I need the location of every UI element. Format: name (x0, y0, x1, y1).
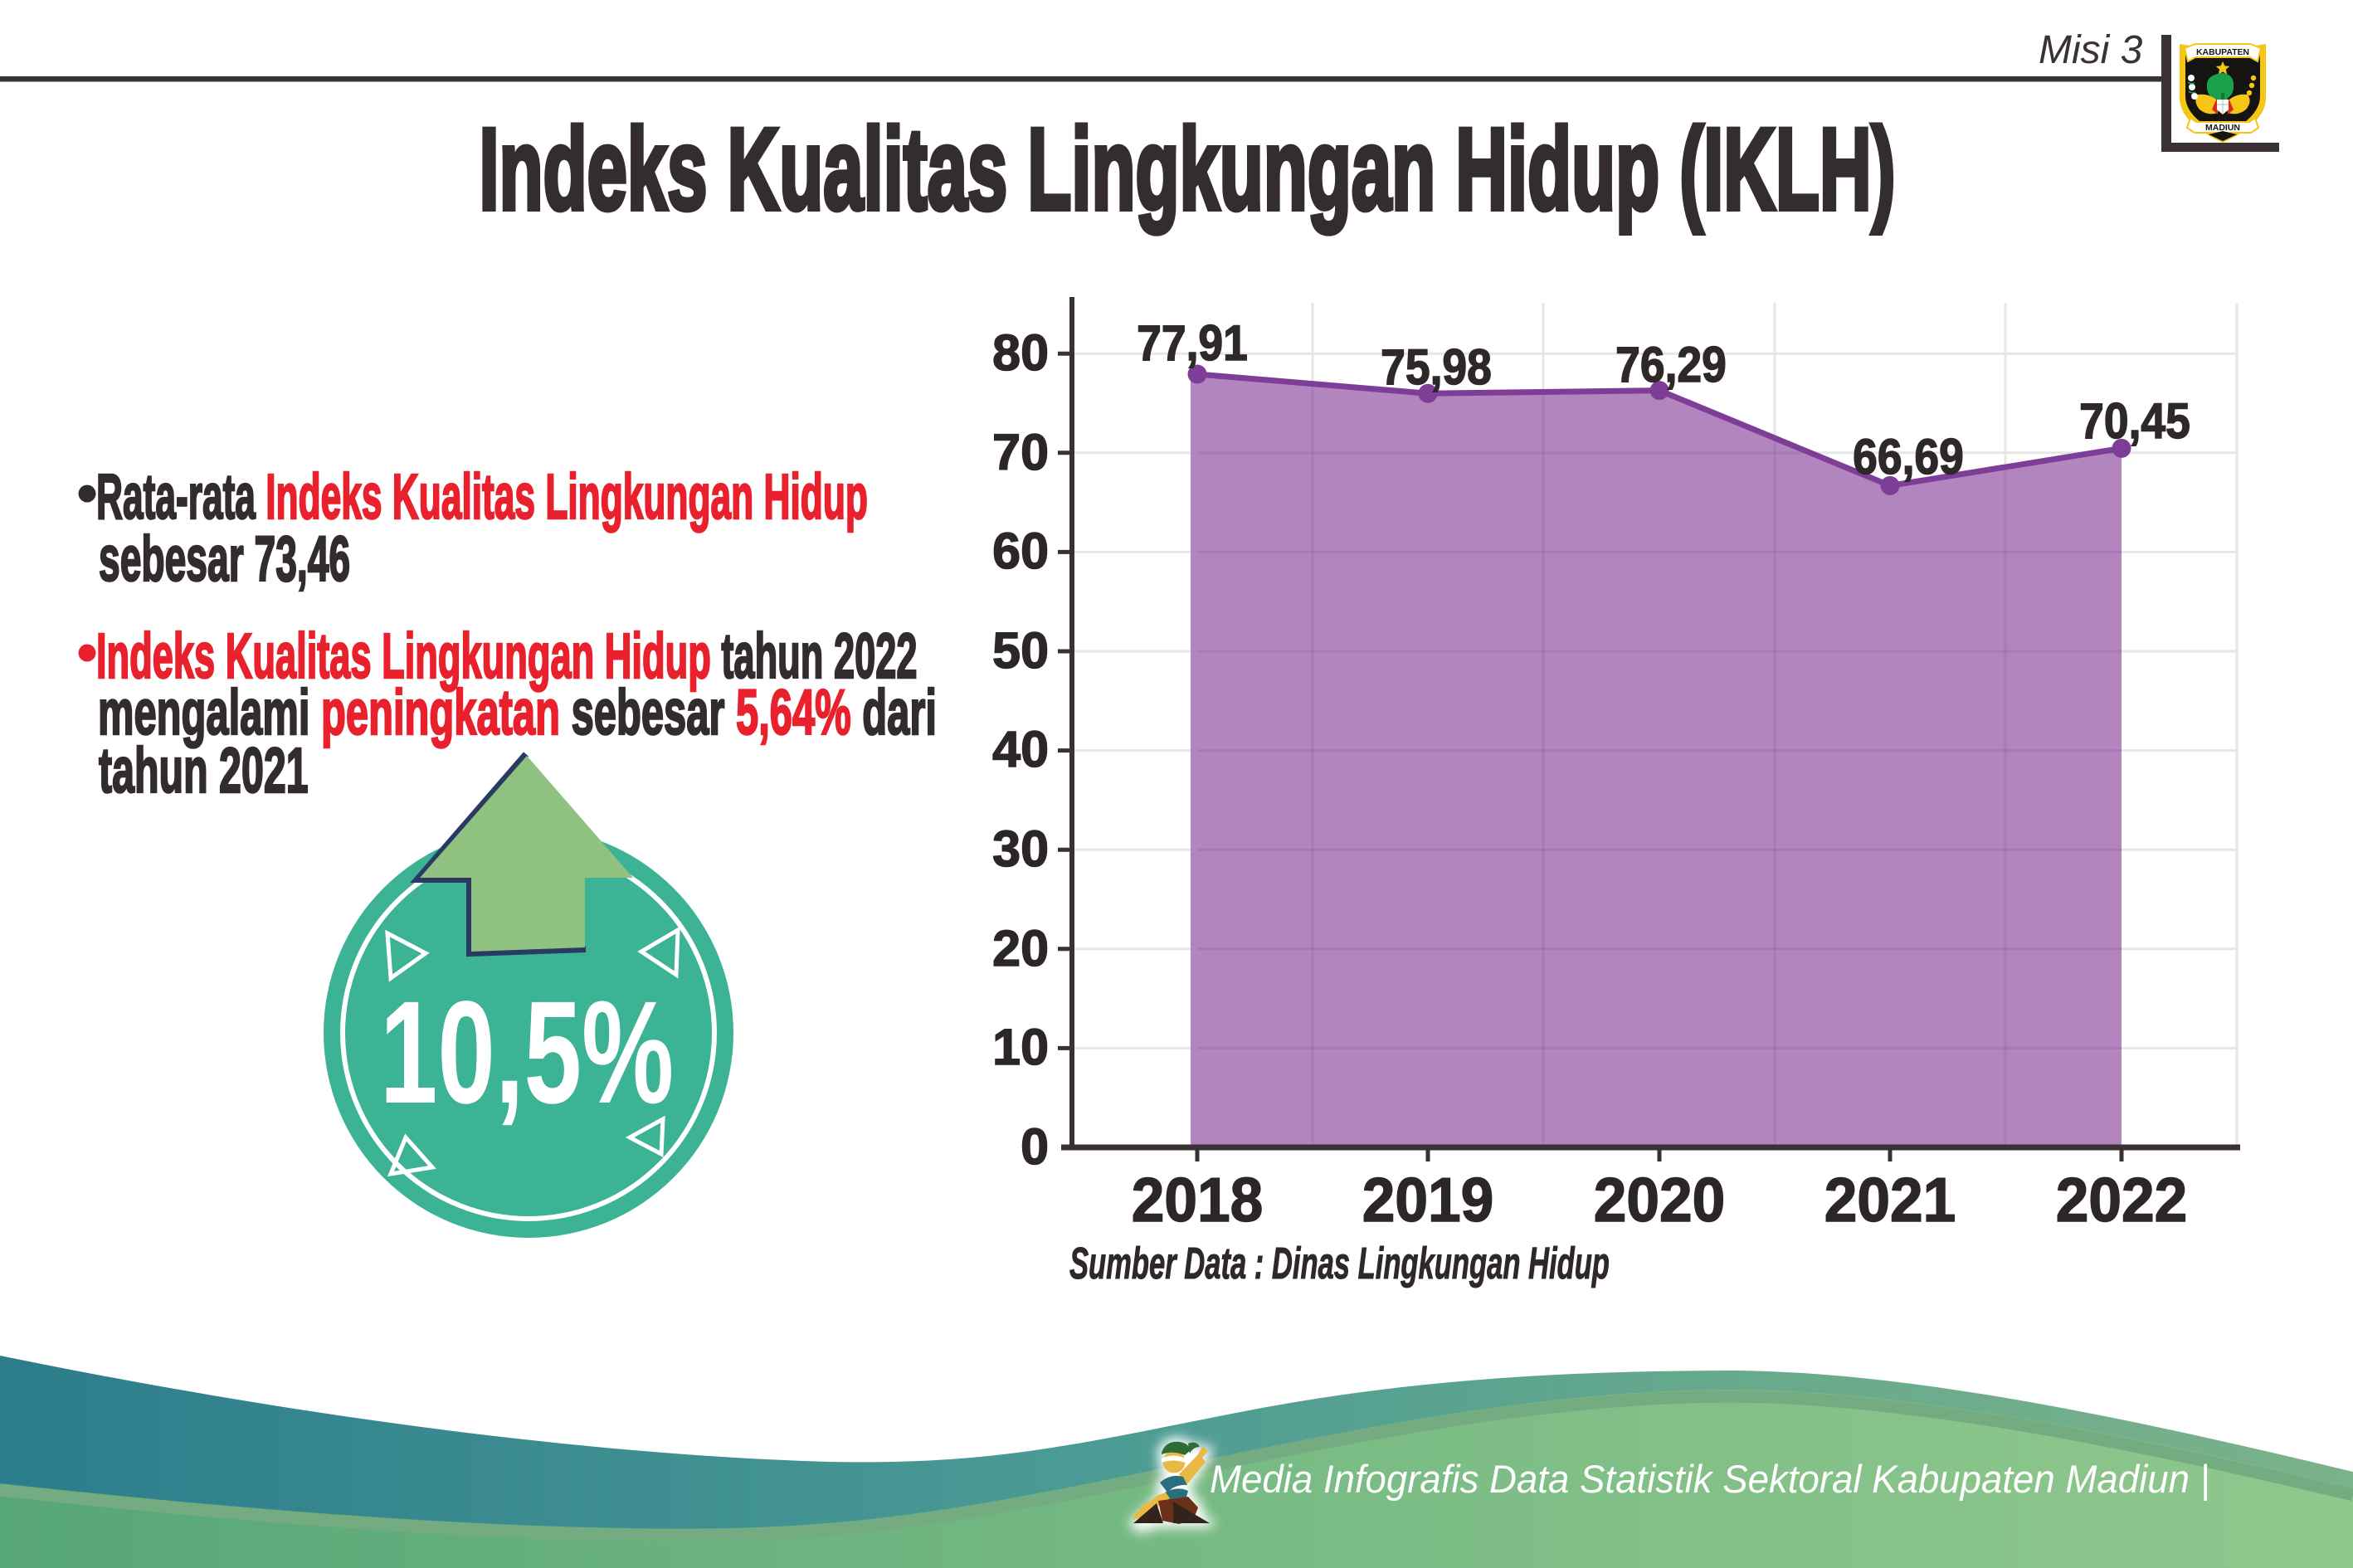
svg-text:MADIUN: MADIUN (2205, 123, 2240, 133)
svg-text:KABUPATEN: KABUPATEN (2196, 47, 2249, 57)
